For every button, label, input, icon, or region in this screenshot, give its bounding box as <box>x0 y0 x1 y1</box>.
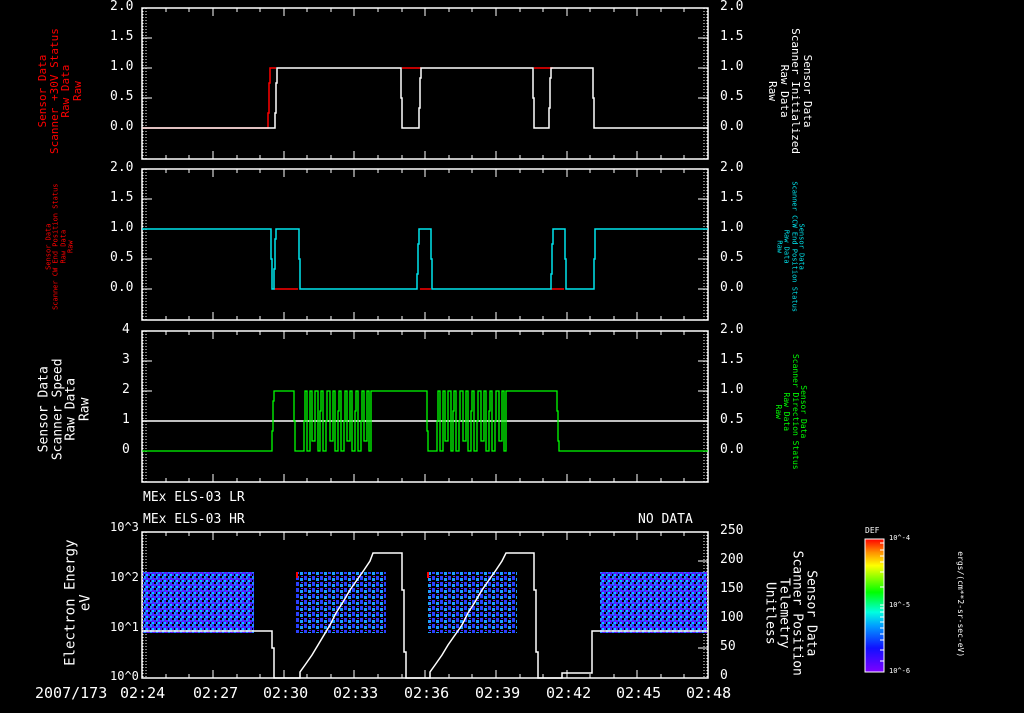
p4-right-tick: 250 <box>720 523 744 538</box>
x-tick-label: 02:36 <box>404 684 450 702</box>
p3-left-axis-title: Sensor Data Scanner Speed Raw Data Raw <box>36 358 93 461</box>
p4-left-tick: 10^3 <box>110 520 139 534</box>
x-tick-label: 02:39 <box>475 684 521 702</box>
y-ticks <box>142 7 708 649</box>
x-tick-label: 02:24 <box>120 684 166 702</box>
p2-left-tick: 0.0 <box>110 280 134 295</box>
x-tick-label: 02:30 <box>263 684 309 702</box>
p4-right-tick: 50 <box>720 639 736 654</box>
p1-right-tick: 0.0 <box>720 119 744 134</box>
p4-right-tick: 100 <box>720 610 744 625</box>
x-tick-label: 02:42 <box>546 684 592 702</box>
x-tick-label: 02:27 <box>193 684 239 702</box>
p1-right-tick: 1.0 <box>720 59 744 74</box>
colorbar-tick: 10^-6 <box>889 667 911 675</box>
p1-left-tick: 2.0 <box>110 0 134 14</box>
p1-left-tick: 0.0 <box>110 119 134 134</box>
title-line-hr: MEx ELS-03 HR <box>143 512 245 527</box>
scanner-ccw-end-trace <box>142 228 708 290</box>
colorbar-tick: 10^-4 <box>889 534 911 542</box>
p2-left-tick: 2.0 <box>110 160 134 175</box>
scanner-initialized-trace <box>142 67 708 129</box>
p3-right-tick: 2.0 <box>720 322 744 337</box>
colorbar-title: DEF <box>865 526 880 535</box>
p1-left-tick: 1.5 <box>110 29 134 44</box>
p1-left-tick: 0.5 <box>110 89 134 104</box>
p3-right-tick: 1.5 <box>720 352 744 367</box>
panel-2-frame <box>141 168 709 321</box>
colorbar-tick: 10^-5 <box>889 601 911 609</box>
x-ticks <box>165 8 685 678</box>
p3-left-tick: 2 <box>122 382 130 397</box>
x-tick-label: 02:48 <box>686 684 732 702</box>
x-date-prefix: 2007/173 <box>35 684 108 702</box>
p2-right-tick: 0.5 <box>720 250 744 265</box>
p4-right-axis-title: Sensor Data Scanner Position Telemetry U… <box>762 550 819 676</box>
x-tick-label: 02:45 <box>616 684 662 702</box>
p4-left-tick: 10^2 <box>110 570 139 584</box>
p3-left-tick: 0 <box>122 442 130 457</box>
p2-right-tick: 0.0 <box>720 280 744 295</box>
x-tick-label: 02:33 <box>333 684 379 702</box>
p2-left-tick: 1.5 <box>110 190 134 205</box>
p2-right-tick: 1.0 <box>720 220 744 235</box>
p4-left-tick: 10^0 <box>110 669 139 683</box>
p4-right-tick: 200 <box>720 552 744 567</box>
spectrogram <box>143 572 707 633</box>
p4-right-tick: 0 <box>720 668 728 683</box>
panel-1-frame <box>141 7 709 160</box>
p4-left-axis-title: Electron Energy eV <box>62 539 93 666</box>
p3-left-tick: 1 <box>122 412 130 427</box>
p1-right-tick: 1.5 <box>720 29 744 44</box>
p1-right-tick: 0.5 <box>720 89 744 104</box>
p2-right-tick: 1.5 <box>720 190 744 205</box>
p2-right-tick: 2.0 <box>720 160 744 175</box>
p2-left-tick: 0.5 <box>110 250 134 265</box>
p3-right-tick: 0.5 <box>720 412 744 427</box>
colorbar-units: ergs/(cm**2-sr-sec-eV) <box>956 551 966 658</box>
panel-3-frame <box>141 330 709 483</box>
p4-left-tick: 10^1 <box>110 620 139 634</box>
p3-left-tick: 4 <box>122 322 130 337</box>
p3-left-tick: 3 <box>122 352 130 367</box>
scanner-position-trace <box>142 552 708 679</box>
p1-left-tick: 1.0 <box>110 59 134 74</box>
title-line-lr: MEx ELS-03 LR <box>143 490 245 505</box>
no-data-label: NO DATA <box>638 512 693 527</box>
p2-left-tick: 1.0 <box>110 220 134 235</box>
p4-right-tick: 150 <box>720 581 744 596</box>
scanner-direction-trace <box>142 390 708 452</box>
p3-right-tick: 0.0 <box>720 442 744 457</box>
p3-right-axis-title: Sensor Data Scanner Direction Status Raw… <box>773 353 808 470</box>
scanner-30v-status-trace <box>142 67 276 129</box>
p3-right-tick: 1.0 <box>720 382 744 397</box>
p1-right-tick: 2.0 <box>720 0 744 14</box>
